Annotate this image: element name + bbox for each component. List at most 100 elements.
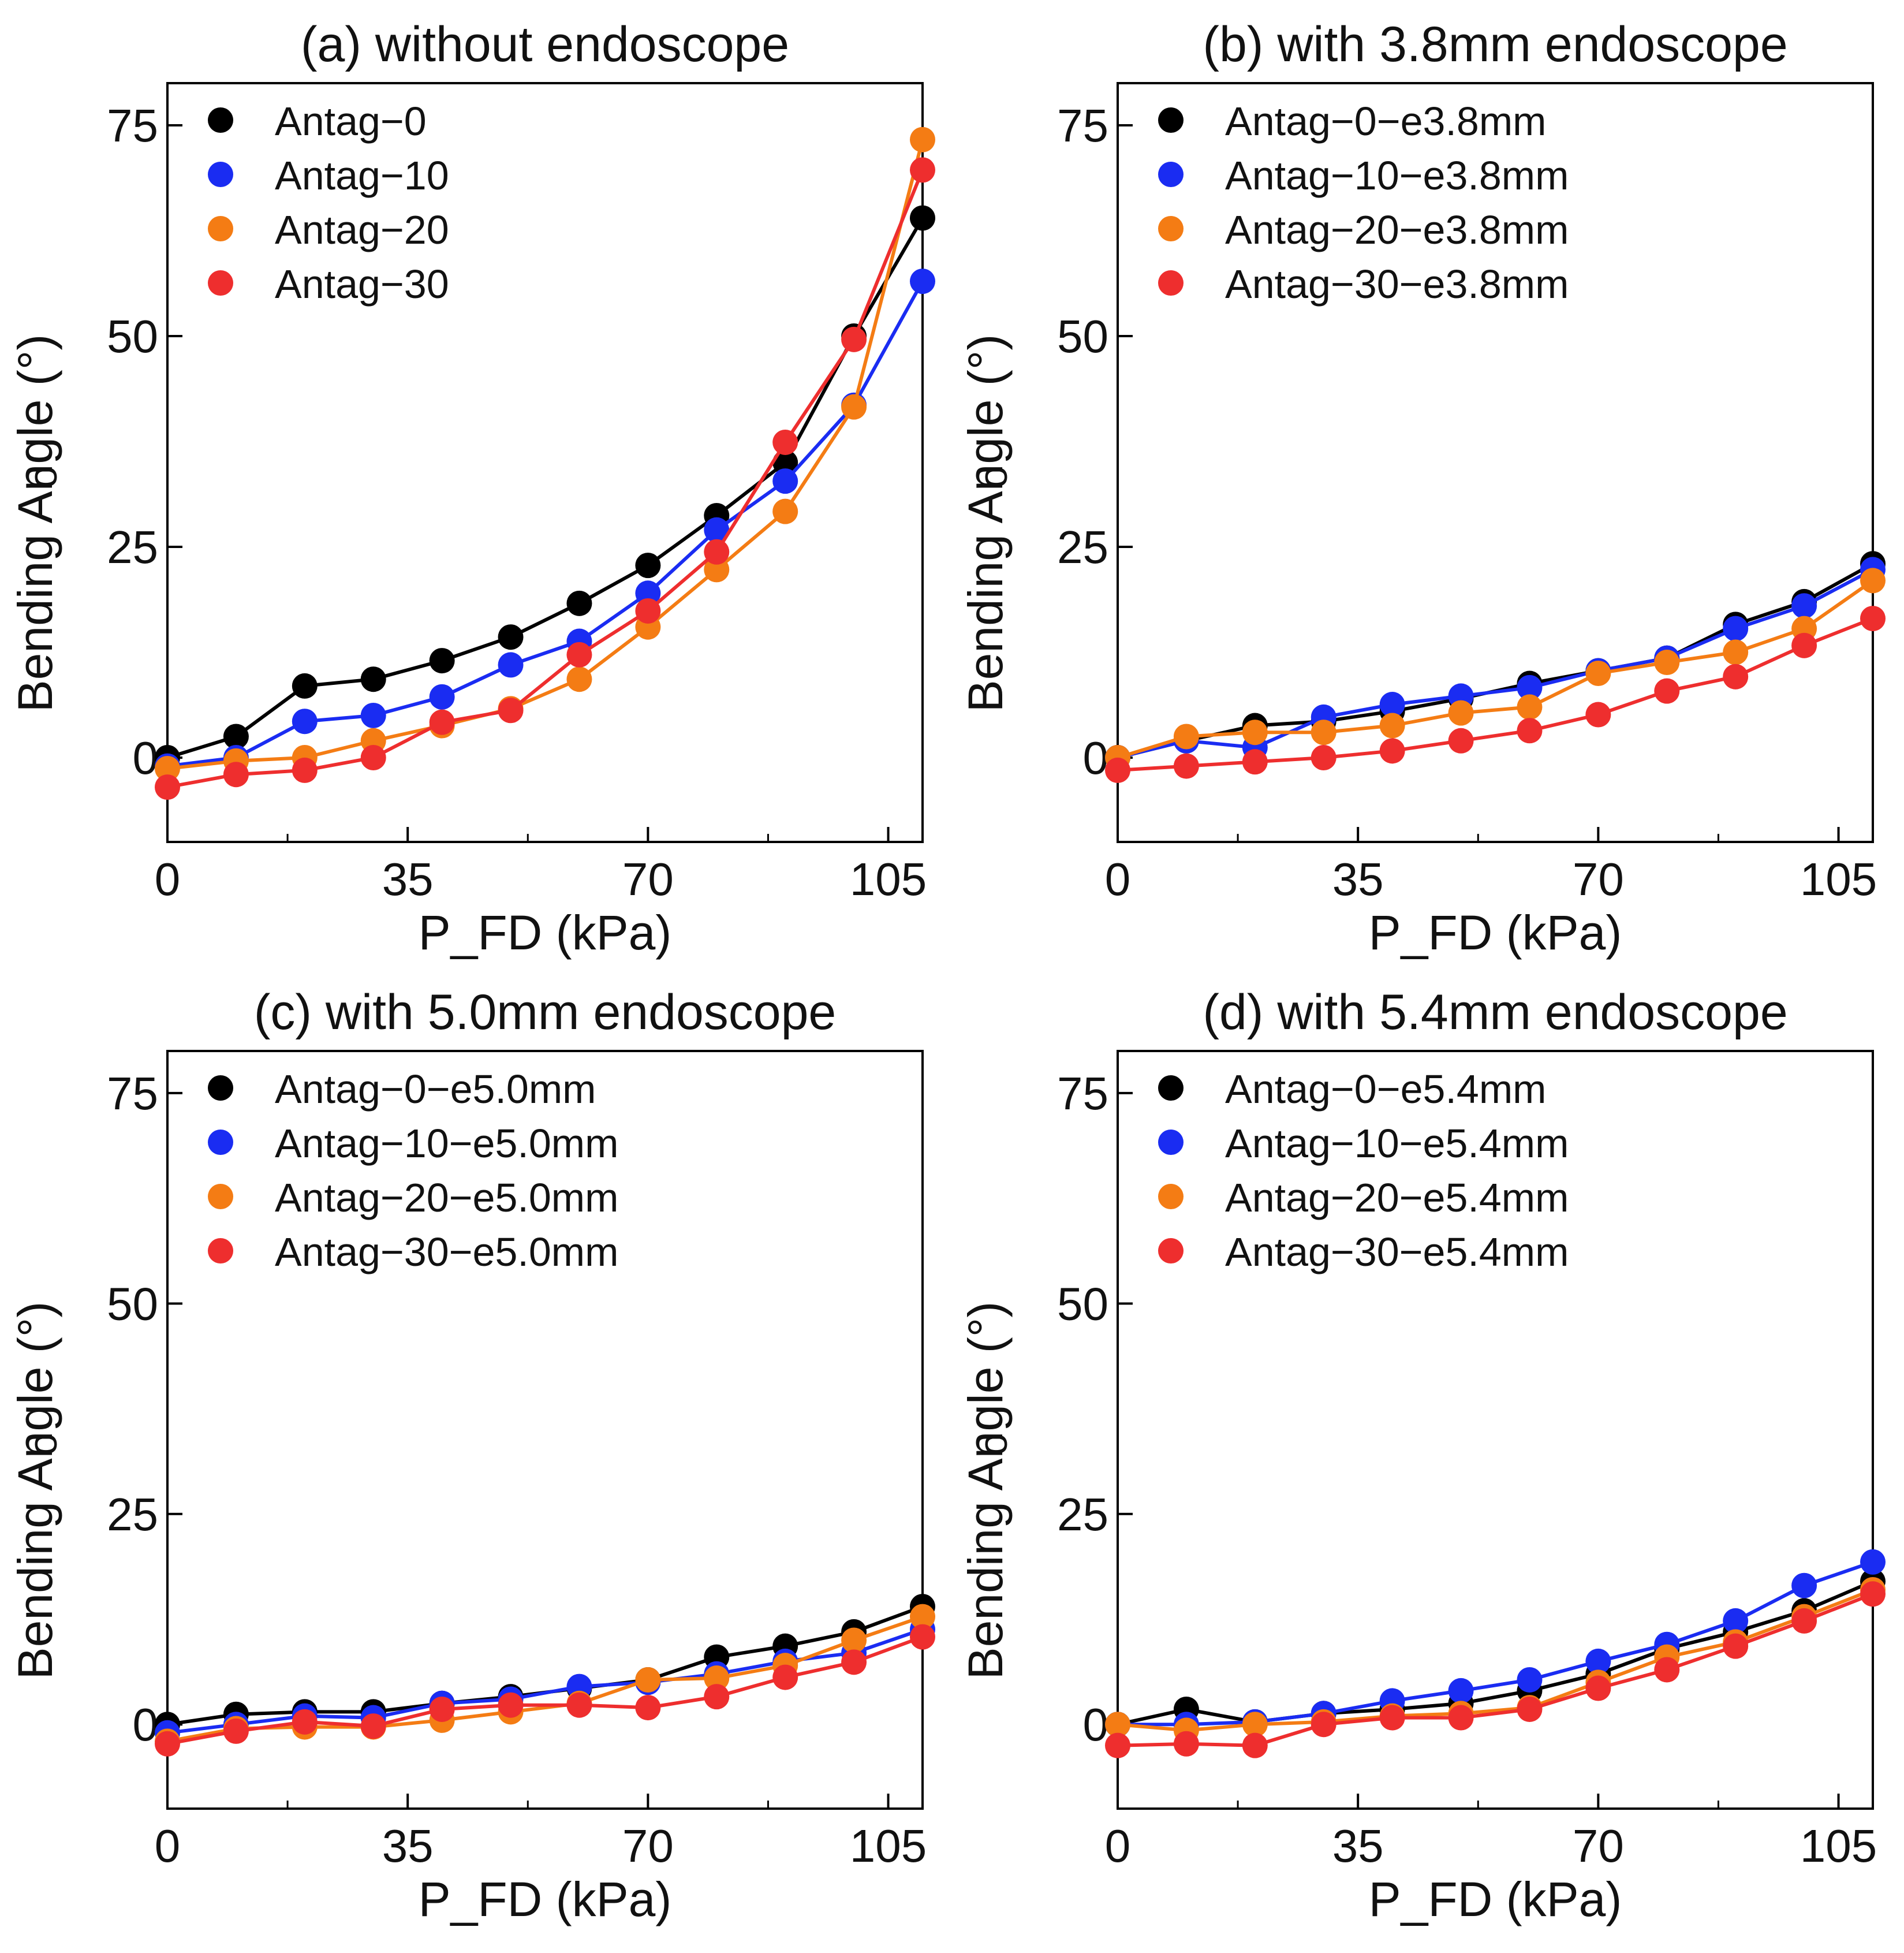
y-tick-label: 0 xyxy=(133,732,159,784)
data-point xyxy=(429,648,455,674)
data-point xyxy=(841,326,867,352)
panel-c: 0 35 70 105 0 25 50 75 (c) with 5.0mm endoscope P… xyxy=(8,985,935,1926)
data-point xyxy=(910,205,935,231)
x-tick-label: 70 xyxy=(1573,1820,1624,1872)
series-2 xyxy=(155,1604,935,1754)
data-point xyxy=(1448,1678,1474,1704)
data-point xyxy=(1860,568,1886,594)
x-tick-label: 70 xyxy=(622,853,674,905)
data-point xyxy=(292,673,318,699)
y-tick-label: 0 xyxy=(133,1699,159,1750)
data-point xyxy=(1585,1675,1611,1701)
x-tick-label: 70 xyxy=(622,1820,674,1872)
data-point xyxy=(704,557,730,583)
legend-marker xyxy=(208,107,233,133)
x-tick-label: 105 xyxy=(850,1820,927,1872)
legend-marker xyxy=(1158,1184,1184,1209)
legend-marker xyxy=(208,1130,233,1155)
data-point xyxy=(1791,1608,1817,1634)
data-point xyxy=(910,269,935,295)
plot-frame xyxy=(166,82,924,843)
data-point xyxy=(1242,720,1268,746)
series-0 xyxy=(155,205,935,770)
x-tick-label: 105 xyxy=(850,853,927,905)
series-line xyxy=(167,1615,923,1743)
y-tick-label: 50 xyxy=(107,1278,158,1329)
series-0 xyxy=(155,1594,935,1738)
legend: Antag−0−e3.8mm Antag−10−e3.8mm Antag−20−e3… xyxy=(1158,99,1569,307)
y-tick-label: 25 xyxy=(1057,521,1108,573)
data-point xyxy=(1723,1608,1749,1634)
series-3 xyxy=(155,157,935,800)
data-point xyxy=(1517,694,1543,720)
plot-frame xyxy=(1117,1050,1874,1810)
data-point xyxy=(635,580,661,606)
panel-title: (a) without endoscope xyxy=(301,17,789,72)
data-point xyxy=(772,498,798,524)
legend-label: Antag−10−e3.8mm xyxy=(1225,153,1569,198)
legend-marker xyxy=(1158,270,1184,296)
legend-label: Antag−10−e5.0mm xyxy=(275,1121,618,1166)
series-line xyxy=(1117,617,1874,772)
x-tick-label: 0 xyxy=(155,853,181,905)
data-point xyxy=(1860,606,1886,632)
data-point xyxy=(1242,1732,1268,1758)
data-point xyxy=(1517,718,1543,744)
data-point xyxy=(1242,1712,1268,1738)
x-tick-label: 105 xyxy=(1800,1820,1877,1872)
data-point xyxy=(292,709,318,735)
data-point xyxy=(1585,661,1611,686)
panel-a: 0 35 70 105 0 25 50 75 (a) without endoscope P_FD… xyxy=(8,17,935,960)
panel-title: (c) with 5.0mm endoscope xyxy=(254,985,837,1040)
data-point xyxy=(1242,749,1268,775)
legend-label: Antag−20 xyxy=(275,207,449,252)
data-point xyxy=(1585,1648,1611,1674)
data-point xyxy=(223,762,249,788)
legend-label: Antag−10 xyxy=(275,153,449,198)
legend-label: Antag−30−e3.8mm xyxy=(1225,262,1569,307)
series-line xyxy=(1117,1579,1874,1727)
legend: Antag−0−e5.0mm Antag−10−e5.0mm Antag−20−e5… xyxy=(208,1067,618,1274)
data-point xyxy=(360,703,386,728)
data-point xyxy=(223,1718,249,1744)
data-point xyxy=(635,598,661,624)
data-point xyxy=(1173,1731,1199,1757)
y-axis-label-overlay: o xyxy=(970,466,1016,489)
panel-title: (b) with 3.8mm endoscope xyxy=(1203,17,1787,72)
legend-label: Antag−0−e5.4mm xyxy=(1225,1067,1546,1112)
data-point xyxy=(429,709,455,735)
x-tick-label: 35 xyxy=(1332,853,1384,905)
data-point xyxy=(772,468,798,494)
legend: Antag−0−e5.4mm Antag−10−e5.4mm Antag−20−e5… xyxy=(1158,1067,1569,1274)
data-point xyxy=(1585,702,1611,728)
data-point xyxy=(704,1684,730,1710)
data-point xyxy=(1105,757,1130,783)
series-line xyxy=(1117,562,1874,759)
data-point xyxy=(910,1624,935,1650)
legend-marker xyxy=(1158,216,1184,241)
data-point xyxy=(498,652,524,678)
panel-b: 0 35 70 105 0 25 50 75 (b) with 3.8mm endoscope P… xyxy=(958,17,1886,960)
y-axis-label: Bending Angle (°) xyxy=(958,1302,1013,1680)
data-point xyxy=(704,539,730,565)
data-point xyxy=(1173,724,1199,750)
legend-label: Antag−30 xyxy=(275,262,449,307)
data-point xyxy=(1311,720,1336,746)
x-axis-label: P_FD (kPa) xyxy=(1369,1872,1622,1926)
data-point xyxy=(1654,678,1680,704)
data-point xyxy=(1105,1732,1130,1758)
x-tick-label: 70 xyxy=(1573,853,1624,905)
series-line xyxy=(1117,1588,1874,1732)
data-point xyxy=(841,1627,867,1653)
data-point xyxy=(155,1731,180,1757)
data-point xyxy=(292,757,318,783)
y-axis-label-overlay: o xyxy=(970,1433,1016,1456)
legend-marker xyxy=(208,162,233,187)
data-point xyxy=(1311,745,1336,770)
data-point xyxy=(1723,1633,1749,1659)
data-point xyxy=(910,1604,935,1630)
data-point xyxy=(1517,674,1543,700)
data-point xyxy=(1379,1705,1405,1731)
data-point xyxy=(841,394,867,420)
